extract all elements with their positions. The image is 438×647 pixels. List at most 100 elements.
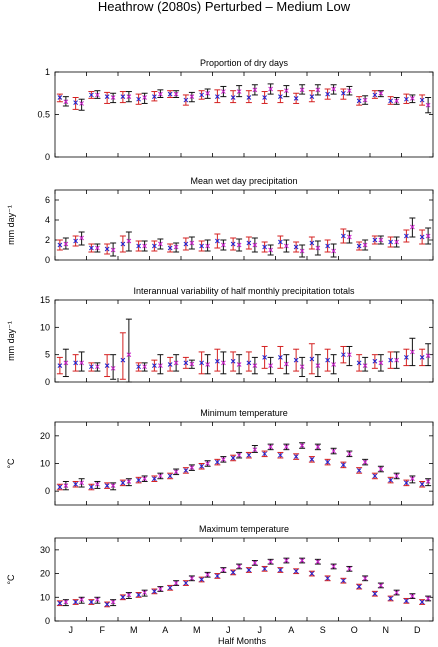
center-marker bbox=[167, 91, 173, 97]
center-marker bbox=[356, 468, 362, 473]
center-marker bbox=[246, 240, 252, 246]
panel-frame bbox=[54, 189, 434, 261]
center-marker bbox=[362, 575, 368, 581]
center-marker bbox=[183, 360, 189, 366]
center-marker bbox=[215, 459, 220, 465]
center-marker bbox=[63, 360, 69, 366]
center-marker bbox=[142, 243, 147, 249]
y-tick-label: 2 bbox=[45, 235, 50, 245]
center-marker bbox=[215, 94, 220, 100]
center-marker bbox=[110, 599, 116, 605]
center-marker bbox=[347, 566, 352, 572]
month-label: J bbox=[69, 625, 74, 635]
center-marker bbox=[63, 241, 69, 247]
center-marker bbox=[158, 473, 163, 479]
center-marker bbox=[293, 454, 299, 459]
center-marker bbox=[167, 245, 173, 251]
month-label: D bbox=[414, 625, 421, 635]
series-black bbox=[62, 557, 432, 607]
center-marker bbox=[120, 594, 126, 600]
center-marker bbox=[309, 356, 315, 362]
center-marker bbox=[95, 481, 100, 487]
panel-3: Interannual variability of half monthly … bbox=[6, 286, 434, 387]
center-marker bbox=[230, 241, 236, 247]
center-marker bbox=[73, 360, 78, 366]
center-marker bbox=[63, 599, 69, 605]
center-marker bbox=[404, 598, 409, 604]
center-marker bbox=[284, 558, 289, 563]
center-marker bbox=[236, 452, 242, 458]
center-marker bbox=[331, 248, 336, 254]
center-marker bbox=[215, 573, 220, 579]
center-marker bbox=[356, 243, 362, 249]
center-marker bbox=[394, 590, 399, 595]
center-marker bbox=[268, 559, 273, 565]
center-marker bbox=[372, 237, 378, 243]
series-red bbox=[56, 565, 426, 608]
panel-4: Minimum temperature 0 10 20 °C bbox=[6, 408, 434, 506]
center-marker bbox=[299, 248, 305, 254]
center-marker bbox=[89, 364, 94, 370]
center-marker bbox=[158, 91, 163, 97]
y-axis-label: °C bbox=[6, 574, 16, 585]
center-marker bbox=[57, 95, 63, 100]
y-tick-label: 0 bbox=[45, 486, 50, 496]
center-marker bbox=[262, 451, 267, 457]
center-marker bbox=[394, 357, 399, 363]
center-marker bbox=[262, 355, 267, 360]
center-marker bbox=[293, 568, 299, 574]
center-marker bbox=[205, 90, 210, 96]
center-marker bbox=[230, 455, 236, 461]
center-marker bbox=[79, 360, 84, 366]
center-marker bbox=[309, 94, 315, 100]
center-marker bbox=[95, 597, 100, 603]
center-marker bbox=[268, 86, 273, 92]
center-marker bbox=[341, 233, 346, 239]
center-marker bbox=[136, 364, 141, 370]
panel-title: Minimum temperature bbox=[200, 408, 288, 418]
center-marker bbox=[57, 242, 63, 248]
center-marker bbox=[315, 559, 321, 565]
series-black bbox=[62, 318, 432, 383]
center-marker bbox=[252, 560, 258, 566]
center-marker bbox=[89, 599, 94, 605]
center-marker bbox=[158, 241, 163, 247]
center-marker bbox=[199, 577, 204, 582]
panel-title: Proportion of dry days bbox=[200, 58, 289, 68]
center-marker bbox=[325, 243, 330, 249]
center-marker bbox=[309, 456, 315, 462]
center-marker bbox=[347, 234, 352, 240]
center-marker bbox=[252, 447, 258, 453]
center-marker bbox=[347, 88, 352, 94]
month-label: J bbox=[226, 625, 231, 635]
y-tick-label: 0 bbox=[45, 152, 50, 162]
center-marker bbox=[57, 484, 63, 490]
center-marker bbox=[331, 362, 336, 367]
center-marker bbox=[126, 238, 132, 244]
center-marker bbox=[394, 98, 399, 104]
center-marker bbox=[205, 572, 210, 578]
center-marker bbox=[142, 95, 147, 100]
center-marker bbox=[252, 87, 258, 93]
month-label: M bbox=[130, 625, 138, 635]
center-marker bbox=[152, 363, 157, 368]
center-marker bbox=[419, 355, 425, 360]
center-marker bbox=[158, 586, 163, 592]
center-marker bbox=[378, 583, 384, 588]
center-marker bbox=[110, 365, 116, 371]
center-marker bbox=[268, 444, 273, 450]
center-marker bbox=[425, 353, 431, 359]
panel-frame bbox=[54, 71, 434, 158]
center-marker bbox=[236, 362, 242, 367]
center-marker bbox=[362, 97, 368, 103]
center-marker bbox=[252, 363, 258, 368]
center-marker bbox=[79, 597, 84, 603]
center-marker bbox=[299, 558, 305, 563]
center-marker bbox=[221, 456, 226, 462]
series-red bbox=[56, 228, 426, 255]
center-marker bbox=[388, 477, 393, 483]
center-marker bbox=[73, 481, 78, 487]
panel-title: Interannual variability of half monthly … bbox=[133, 286, 355, 296]
center-marker bbox=[410, 349, 415, 355]
center-marker bbox=[378, 237, 384, 243]
